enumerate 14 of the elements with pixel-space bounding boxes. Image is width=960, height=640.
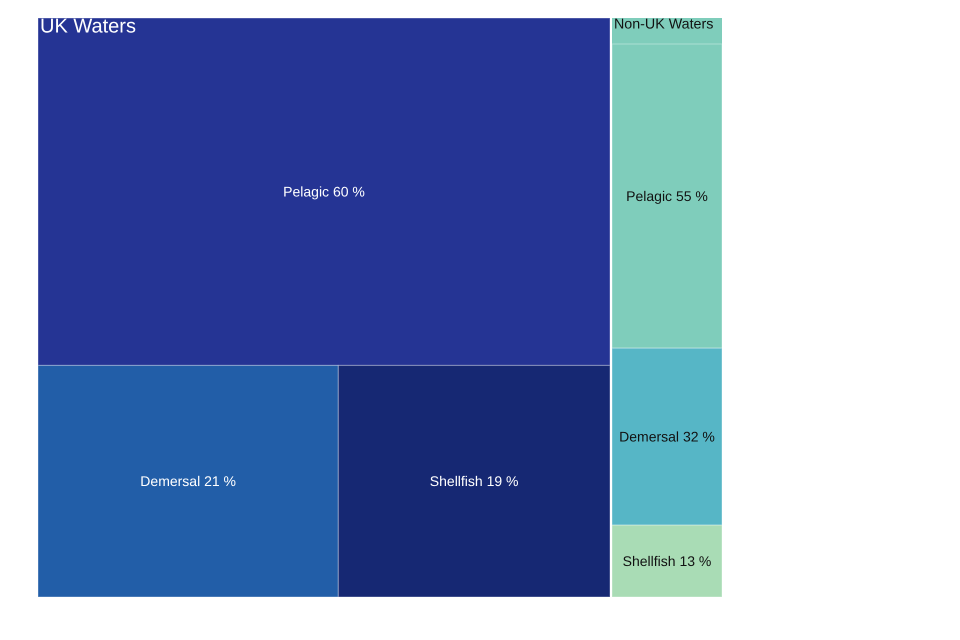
category-label: Pelagic — [283, 184, 330, 200]
category-label: Shellfish — [622, 553, 676, 570]
data-label: 55 % — [676, 188, 708, 204]
data-label: 60 % — [332, 184, 365, 200]
data-label: 19 % — [486, 473, 519, 490]
category-label: Demersal — [619, 428, 680, 445]
text: Non-UK Waters — [614, 16, 714, 33]
data-label: 21 % — [204, 473, 236, 490]
category-label: Shellfish — [430, 473, 483, 490]
category-label: Demersal — [140, 473, 200, 490]
data-label: 32 % — [682, 428, 715, 445]
category-label: Pelagic — [626, 188, 672, 204]
text: UK Waters — [40, 16, 136, 38]
data-label: 13 % — [679, 553, 712, 570]
